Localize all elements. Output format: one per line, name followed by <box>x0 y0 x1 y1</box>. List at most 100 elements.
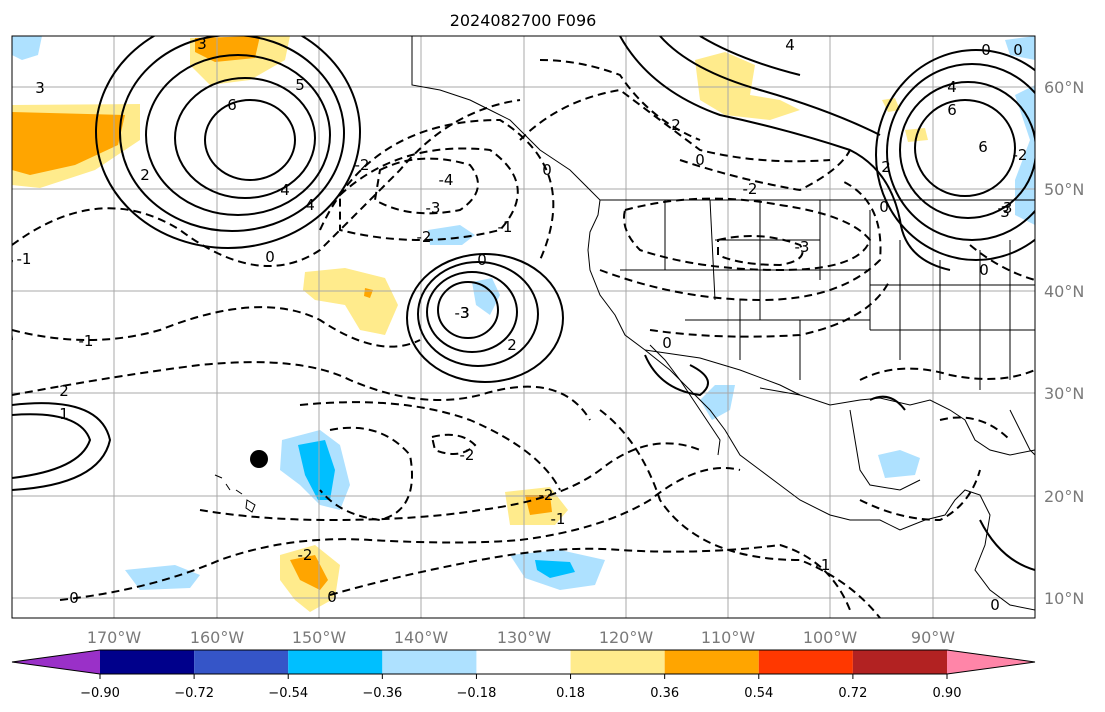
shade-lightblue-sw <box>125 565 200 590</box>
contour-label: -3 <box>998 199 1013 217</box>
lon-label: 160°W <box>190 628 245 647</box>
contour-label: -2 <box>417 228 432 246</box>
lon-label: 100°W <box>803 628 858 647</box>
contour-label: -1 <box>551 510 566 528</box>
contour-label: -1 <box>816 556 831 574</box>
us-mexico-border <box>644 349 801 396</box>
contours-negative <box>12 59 1035 618</box>
lat-label: 60°N <box>1044 78 1084 97</box>
contour-labels: 3 6 4 2 0 4 3 5 0 3 2 0 2 4 6 3 0 2 6 4 … <box>17 35 1028 614</box>
contour-label: 0 <box>662 334 672 352</box>
contour-label: -4 <box>439 171 454 189</box>
contour-label: 6 <box>947 101 957 119</box>
contour-label: -2 <box>460 446 475 464</box>
contour-label: -1 <box>498 218 513 236</box>
colorbar-swatch <box>852 650 947 674</box>
shade-lightblue-cutoff <box>472 278 500 315</box>
contour-label: -2 <box>743 180 758 198</box>
lon-label: 130°W <box>497 628 552 647</box>
shade-lightblue-gulf <box>878 450 920 478</box>
colorbar-tick-label: −0.18 <box>457 686 497 701</box>
colorbar-tick-label: −0.36 <box>362 686 402 701</box>
location-marker <box>250 450 268 468</box>
shade-lightblue-ne <box>1005 36 1035 60</box>
shade-blue-hawaii-ne <box>298 440 335 500</box>
florida <box>1009 409 1035 456</box>
contour-label: 2 <box>507 336 517 354</box>
contour-label: 6 <box>978 138 988 156</box>
contour-label: 0 <box>990 596 1000 614</box>
colorbar-swatch <box>758 650 853 674</box>
contour-label: 6 <box>227 96 237 114</box>
contour-label: 5 <box>295 76 305 94</box>
lon-label: 140°W <box>394 628 449 647</box>
yucatan <box>849 409 921 491</box>
contour-label: 3 <box>460 304 470 322</box>
map-title: 2024082700 F096 <box>450 11 597 30</box>
contour-label: 2 <box>140 166 150 184</box>
colorbar-swatch <box>570 650 665 674</box>
contour-label: 0 <box>879 198 889 216</box>
baja-peninsula <box>649 344 721 456</box>
lon-label: 150°W <box>292 628 347 647</box>
colorbar-tick-label: −0.54 <box>268 686 308 701</box>
contour-label: -1 <box>17 250 32 268</box>
contour-label: -2 <box>539 486 554 504</box>
longitude-labels: 170°W 160°W 150°W 140°W 130°W 120°W 110°… <box>87 628 955 647</box>
contour-label: 0 <box>1013 41 1023 59</box>
contour-label: 2 <box>671 116 681 134</box>
shade-lightblue-baja <box>700 385 735 420</box>
lon-label: 110°W <box>701 628 756 647</box>
lon-label: 120°W <box>599 628 654 647</box>
contours-positive <box>12 36 1035 571</box>
contour-label: -3 <box>795 238 810 256</box>
hawaii-islands <box>214 474 256 513</box>
lat-label: 30°N <box>1044 384 1084 403</box>
colorbar-tick-label: 0.72 <box>838 686 867 701</box>
contour-label: -3 <box>426 199 441 217</box>
contour-label: 4 <box>280 181 290 199</box>
colorbar-swatch <box>100 650 195 674</box>
contour-label: 3 <box>35 79 45 97</box>
colorbar-tick-label: −0.72 <box>174 686 214 701</box>
map-frame <box>11 35 1036 619</box>
contour-label: 2 <box>59 382 69 400</box>
contour-label: 4 <box>947 78 957 96</box>
contour-label: 0 <box>542 161 552 179</box>
colorbar-tick-label: 0.90 <box>933 686 962 701</box>
lat-label: 20°N <box>1044 487 1084 506</box>
contour-label: 4 <box>785 36 795 54</box>
contour-label: 0 <box>327 588 337 606</box>
colorbar-swatch <box>194 650 289 674</box>
contour-label: 0 <box>695 151 705 169</box>
lat-label: 10°N <box>1044 589 1084 608</box>
contour-label: 0 <box>69 589 79 607</box>
shade-lightblue-nwcorner <box>12 36 42 60</box>
contour-label: 0 <box>477 251 487 269</box>
contour-label: 4 <box>305 196 315 214</box>
contour-label: 3 <box>1000 203 1010 221</box>
shade-blue-south <box>535 560 575 578</box>
colorbar-swatch <box>288 650 383 674</box>
colorbar-swatch <box>664 650 759 674</box>
gulf-coast <box>759 387 1035 456</box>
colorbar-swatch <box>12 650 100 674</box>
contour-label: -1 <box>79 332 94 350</box>
state-lines <box>620 199 1035 390</box>
contour-label: 0 <box>981 41 991 59</box>
coastlines <box>214 36 1035 611</box>
map-panel: 3 6 4 2 0 4 3 5 0 3 2 0 2 4 6 3 0 2 6 4 … <box>12 35 1035 618</box>
contour-label: 0 <box>979 261 989 279</box>
contour-label: -3 <box>455 304 470 322</box>
contour-label: -2 <box>355 156 370 174</box>
colorbar: −0.90 −0.72 −0.54 −0.36 −0.18 0.18 0.36 0.54 0.7… <box>11 649 1036 701</box>
lon-label: 90°W <box>911 628 955 647</box>
colorbar-swatch <box>382 650 477 674</box>
colorbar-tick-label: −0.90 <box>80 686 120 701</box>
contour-label: -2 <box>298 546 313 564</box>
contour-label: 1 <box>59 405 69 423</box>
contour-label: -2 <box>1013 146 1028 164</box>
lat-label: 40°N <box>1044 282 1084 301</box>
contour-label: 3 <box>197 35 207 53</box>
